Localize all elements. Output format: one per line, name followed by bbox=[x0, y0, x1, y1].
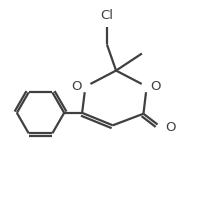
Text: O: O bbox=[71, 80, 82, 93]
Text: O: O bbox=[150, 80, 161, 93]
Text: Cl: Cl bbox=[100, 9, 113, 22]
Text: O: O bbox=[166, 121, 176, 134]
